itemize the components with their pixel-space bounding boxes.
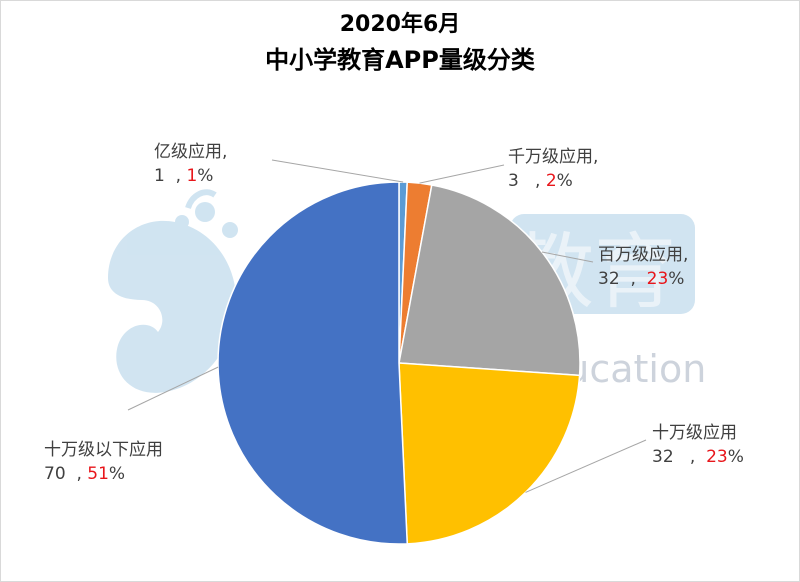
whale-logo-icon <box>108 189 695 393</box>
leader-line <box>525 439 647 493</box>
data-label-shiwan-yixia: 十万级以下应用 70 , 51% <box>44 440 163 484</box>
data-label-qianwan: 千万级应用, 3 , 2% <box>508 147 599 191</box>
pie-slice-baiwan <box>398 184 581 377</box>
data-label-baiwan: 百万级应用, 32 , 23% <box>598 245 689 289</box>
leader-line <box>127 366 219 411</box>
leader-line <box>419 164 505 184</box>
chart-title-line1: 2020年6月 <box>339 12 461 37</box>
data-label-yiji: 亿级应用, 1 , 1% <box>154 142 228 186</box>
leader-line <box>271 159 404 183</box>
leader-line <box>541 251 594 263</box>
pie-slice-shiwan <box>398 362 581 545</box>
chart-title-line2: 中小学教育APP量级分类 <box>265 46 535 74</box>
data-label-shiwan: 十万级应用 32 , 23% <box>652 423 744 467</box>
pie-slice-shiwan-yixia <box>217 181 409 545</box>
